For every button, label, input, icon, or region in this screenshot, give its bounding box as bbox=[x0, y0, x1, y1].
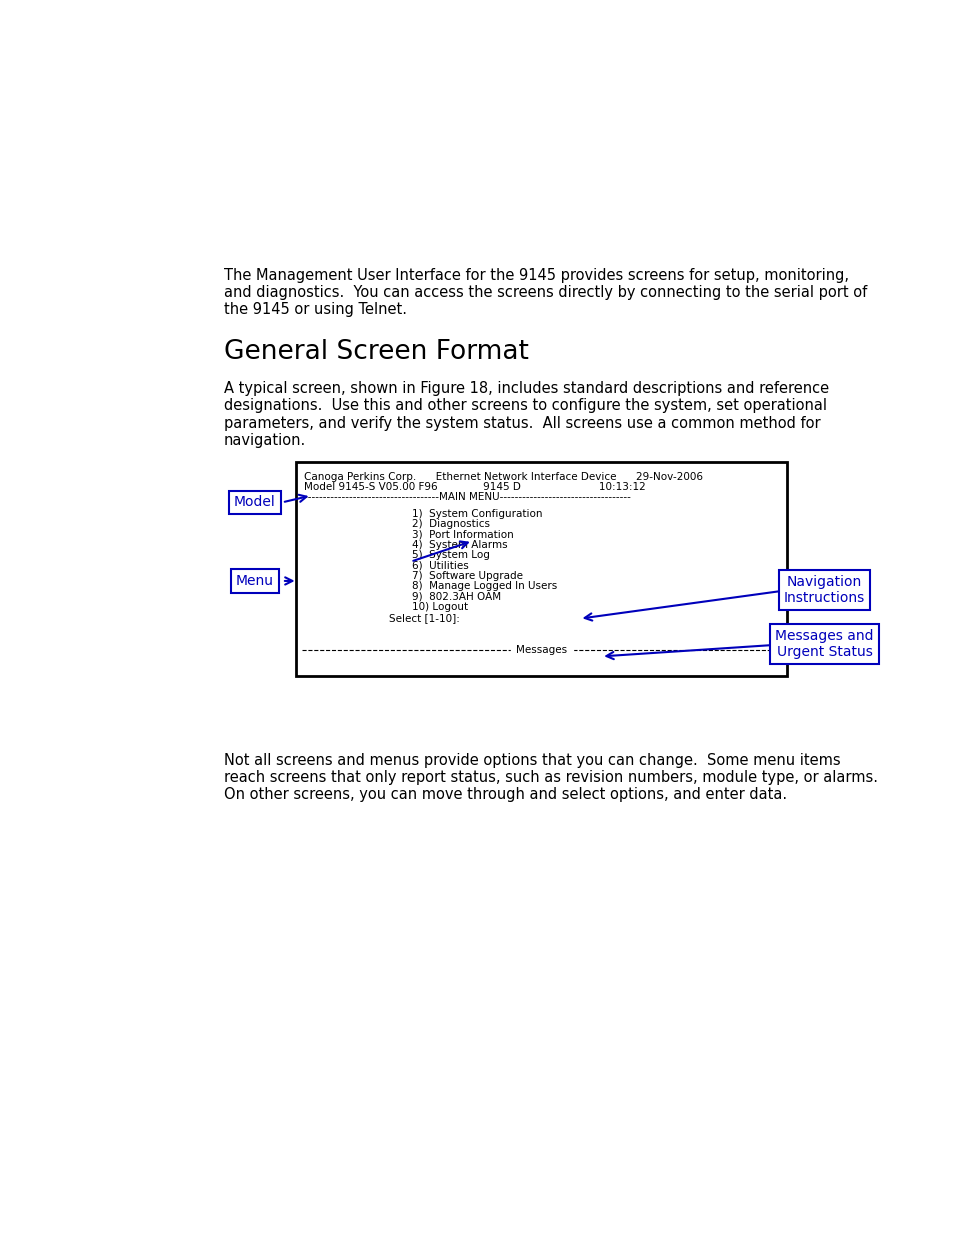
Text: General Screen Format: General Screen Format bbox=[224, 340, 528, 366]
Text: Model 9145-S V05.00 F96              9145 D                        10:13:12: Model 9145-S V05.00 F96 9145 D 10:13:12 bbox=[303, 482, 645, 492]
Text: ------------------------------------MAIN MENU-----------------------------------: ------------------------------------MAIN… bbox=[303, 492, 630, 501]
Text: 1)  System Configuration: 1) System Configuration bbox=[412, 509, 542, 519]
Text: 5)  System Log: 5) System Log bbox=[412, 550, 490, 561]
Text: Canoga Perkins Corp.      Ethernet Network Interface Device      29-Nov-2006: Canoga Perkins Corp. Ethernet Network In… bbox=[303, 472, 702, 482]
Text: The Management User Interface for the 9145 provides screens for setup, monitorin: The Management User Interface for the 91… bbox=[224, 268, 866, 317]
Bar bbox=[295, 462, 786, 676]
Text: Model: Model bbox=[233, 495, 275, 509]
Text: 8)  Manage Logged In Users: 8) Manage Logged In Users bbox=[412, 582, 557, 592]
Text: Menu: Menu bbox=[235, 574, 274, 588]
Text: Messages and
Urgent Status: Messages and Urgent Status bbox=[775, 629, 873, 659]
Text: Messages: Messages bbox=[516, 645, 567, 655]
Text: A typical screen, shown in Figure 18, includes standard descriptions and referen: A typical screen, shown in Figure 18, in… bbox=[224, 380, 828, 448]
Text: 3)  Port Information: 3) Port Information bbox=[412, 530, 514, 540]
Text: Not all screens and menus provide options that you can change.  Some menu items
: Not all screens and menus provide option… bbox=[224, 752, 877, 803]
Text: 7)  Software Upgrade: 7) Software Upgrade bbox=[412, 571, 522, 580]
Text: 2)  Diagnostics: 2) Diagnostics bbox=[412, 519, 490, 529]
Text: 4)  System Alarms: 4) System Alarms bbox=[412, 540, 507, 550]
Text: 10) Logout: 10) Logout bbox=[412, 603, 468, 613]
Text: 6)  Utilities: 6) Utilities bbox=[412, 561, 469, 571]
Text: Select [1-10]:: Select [1-10]: bbox=[389, 614, 459, 624]
Text: Navigation
Instructions: Navigation Instructions bbox=[783, 576, 864, 605]
Text: 9)  802.3AH OAM: 9) 802.3AH OAM bbox=[412, 592, 500, 601]
